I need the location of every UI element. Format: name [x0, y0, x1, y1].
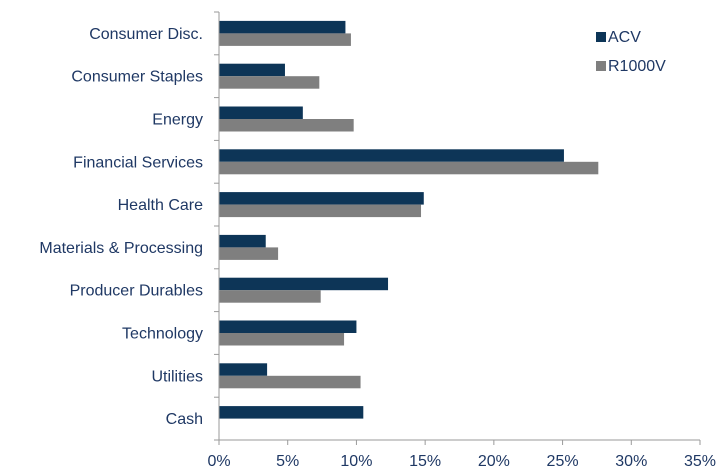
axes — [214, 11, 701, 445]
category-label: Financial Services — [73, 154, 203, 171]
category-label: Consumer Disc. — [89, 26, 203, 43]
category-label: Energy — [152, 112, 203, 129]
x-tick-label: 25% — [547, 453, 579, 469]
category-label: Cash — [166, 411, 203, 428]
bar-r1000v-8 — [219, 375, 361, 389]
bar-r1000v-5 — [219, 247, 279, 260]
bar-r1000v-2 — [219, 119, 354, 132]
bar-r1000v-1 — [219, 76, 320, 89]
category-label: Producer Durables — [70, 283, 203, 300]
x-tick-labels: 0% 5% 10% 15% 20% 25% 30% 35% — [207, 453, 716, 469]
bar-acv-5 — [219, 234, 266, 248]
category-label: Consumer Staples — [71, 69, 203, 86]
legend-label-acv: ACV — [608, 29, 641, 46]
bar-r1000v-4 — [219, 204, 422, 218]
bar-acv-0 — [219, 20, 346, 34]
category-labels: Consumer Disc. Consumer Staples Energy Fina… — [39, 26, 203, 428]
category-label: Health Care — [118, 197, 203, 214]
bar-acv-8 — [219, 363, 268, 376]
legend-swatch-acv — [596, 32, 606, 42]
bar-acv-1 — [219, 63, 285, 77]
bars-layer — [219, 20, 599, 419]
x-tick-label: 0% — [207, 453, 230, 469]
x-tick-label: 30% — [615, 453, 647, 469]
category-label: Technology — [122, 326, 203, 343]
bar-r1000v-7 — [219, 333, 345, 346]
bar-r1000v-6 — [219, 290, 321, 303]
x-tick-label: 15% — [409, 453, 441, 469]
category-label: Utilities — [151, 368, 203, 385]
x-tick-label: 10% — [340, 453, 372, 469]
bar-acv-4 — [219, 192, 424, 205]
bar-acv-7 — [219, 320, 357, 333]
bar-acv-2 — [219, 106, 303, 119]
legend: ACV R1000V — [596, 29, 666, 75]
legend-label-r1000v: R1000V — [608, 58, 666, 75]
bar-acv-9 — [219, 406, 364, 419]
legend-swatch-r1000v — [596, 61, 606, 71]
bar-acv-6 — [219, 277, 389, 291]
bar-r1000v-3 — [219, 161, 599, 175]
x-tick-label: 5% — [276, 453, 299, 469]
category-label: Materials & Processing — [39, 240, 203, 257]
x-tick-label: 35% — [684, 453, 716, 469]
bar-r1000v-0 — [219, 33, 351, 46]
x-tick-label: 20% — [478, 453, 510, 469]
bar-acv-3 — [219, 149, 564, 162]
